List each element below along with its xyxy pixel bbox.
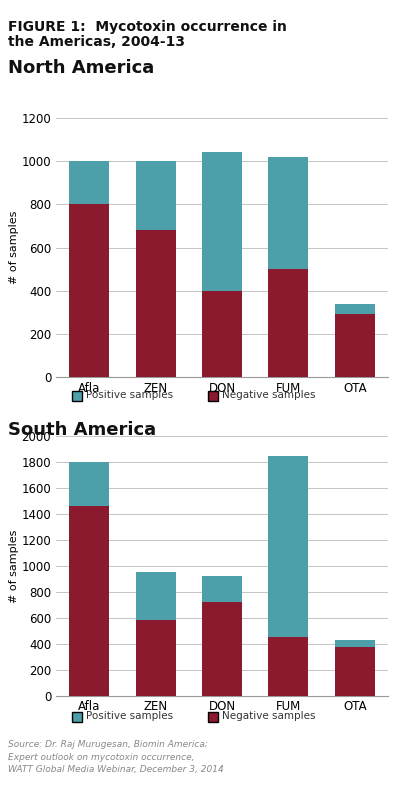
Bar <box>268 637 308 696</box>
Bar <box>136 572 176 620</box>
Y-axis label: # of samples: # of samples <box>9 211 19 285</box>
Bar <box>335 641 375 647</box>
Bar <box>136 620 176 696</box>
Text: Positive samples: Positive samples <box>86 390 173 400</box>
Bar <box>202 602 242 696</box>
Text: South America: South America <box>8 421 156 439</box>
Bar <box>202 152 242 291</box>
Text: Negative samples: Negative samples <box>222 390 316 400</box>
Bar <box>268 456 308 637</box>
Text: Source: Dr. Raj Murugesan, Biomin America;
Expert outlook on mycotoxin occurrenc: Source: Dr. Raj Murugesan, Biomin Americ… <box>8 740 224 774</box>
Bar <box>202 576 242 602</box>
Bar <box>136 161 176 230</box>
Bar <box>136 230 176 377</box>
Bar <box>268 156 308 269</box>
Y-axis label: # of samples: # of samples <box>9 529 19 603</box>
Text: the Americas, 2004-13: the Americas, 2004-13 <box>8 35 185 50</box>
Text: FIGURE 1:  Mycotoxin occurrence in: FIGURE 1: Mycotoxin occurrence in <box>8 20 287 34</box>
Bar <box>335 303 375 314</box>
Text: Positive samples: Positive samples <box>86 711 173 721</box>
Bar <box>69 204 109 377</box>
Bar <box>335 647 375 696</box>
Bar <box>268 269 308 377</box>
Bar <box>69 506 109 696</box>
Bar <box>335 314 375 377</box>
Bar <box>202 291 242 377</box>
Bar <box>69 462 109 506</box>
Text: Negative samples: Negative samples <box>222 711 316 721</box>
Bar <box>69 161 109 204</box>
Text: North America: North America <box>8 59 154 77</box>
